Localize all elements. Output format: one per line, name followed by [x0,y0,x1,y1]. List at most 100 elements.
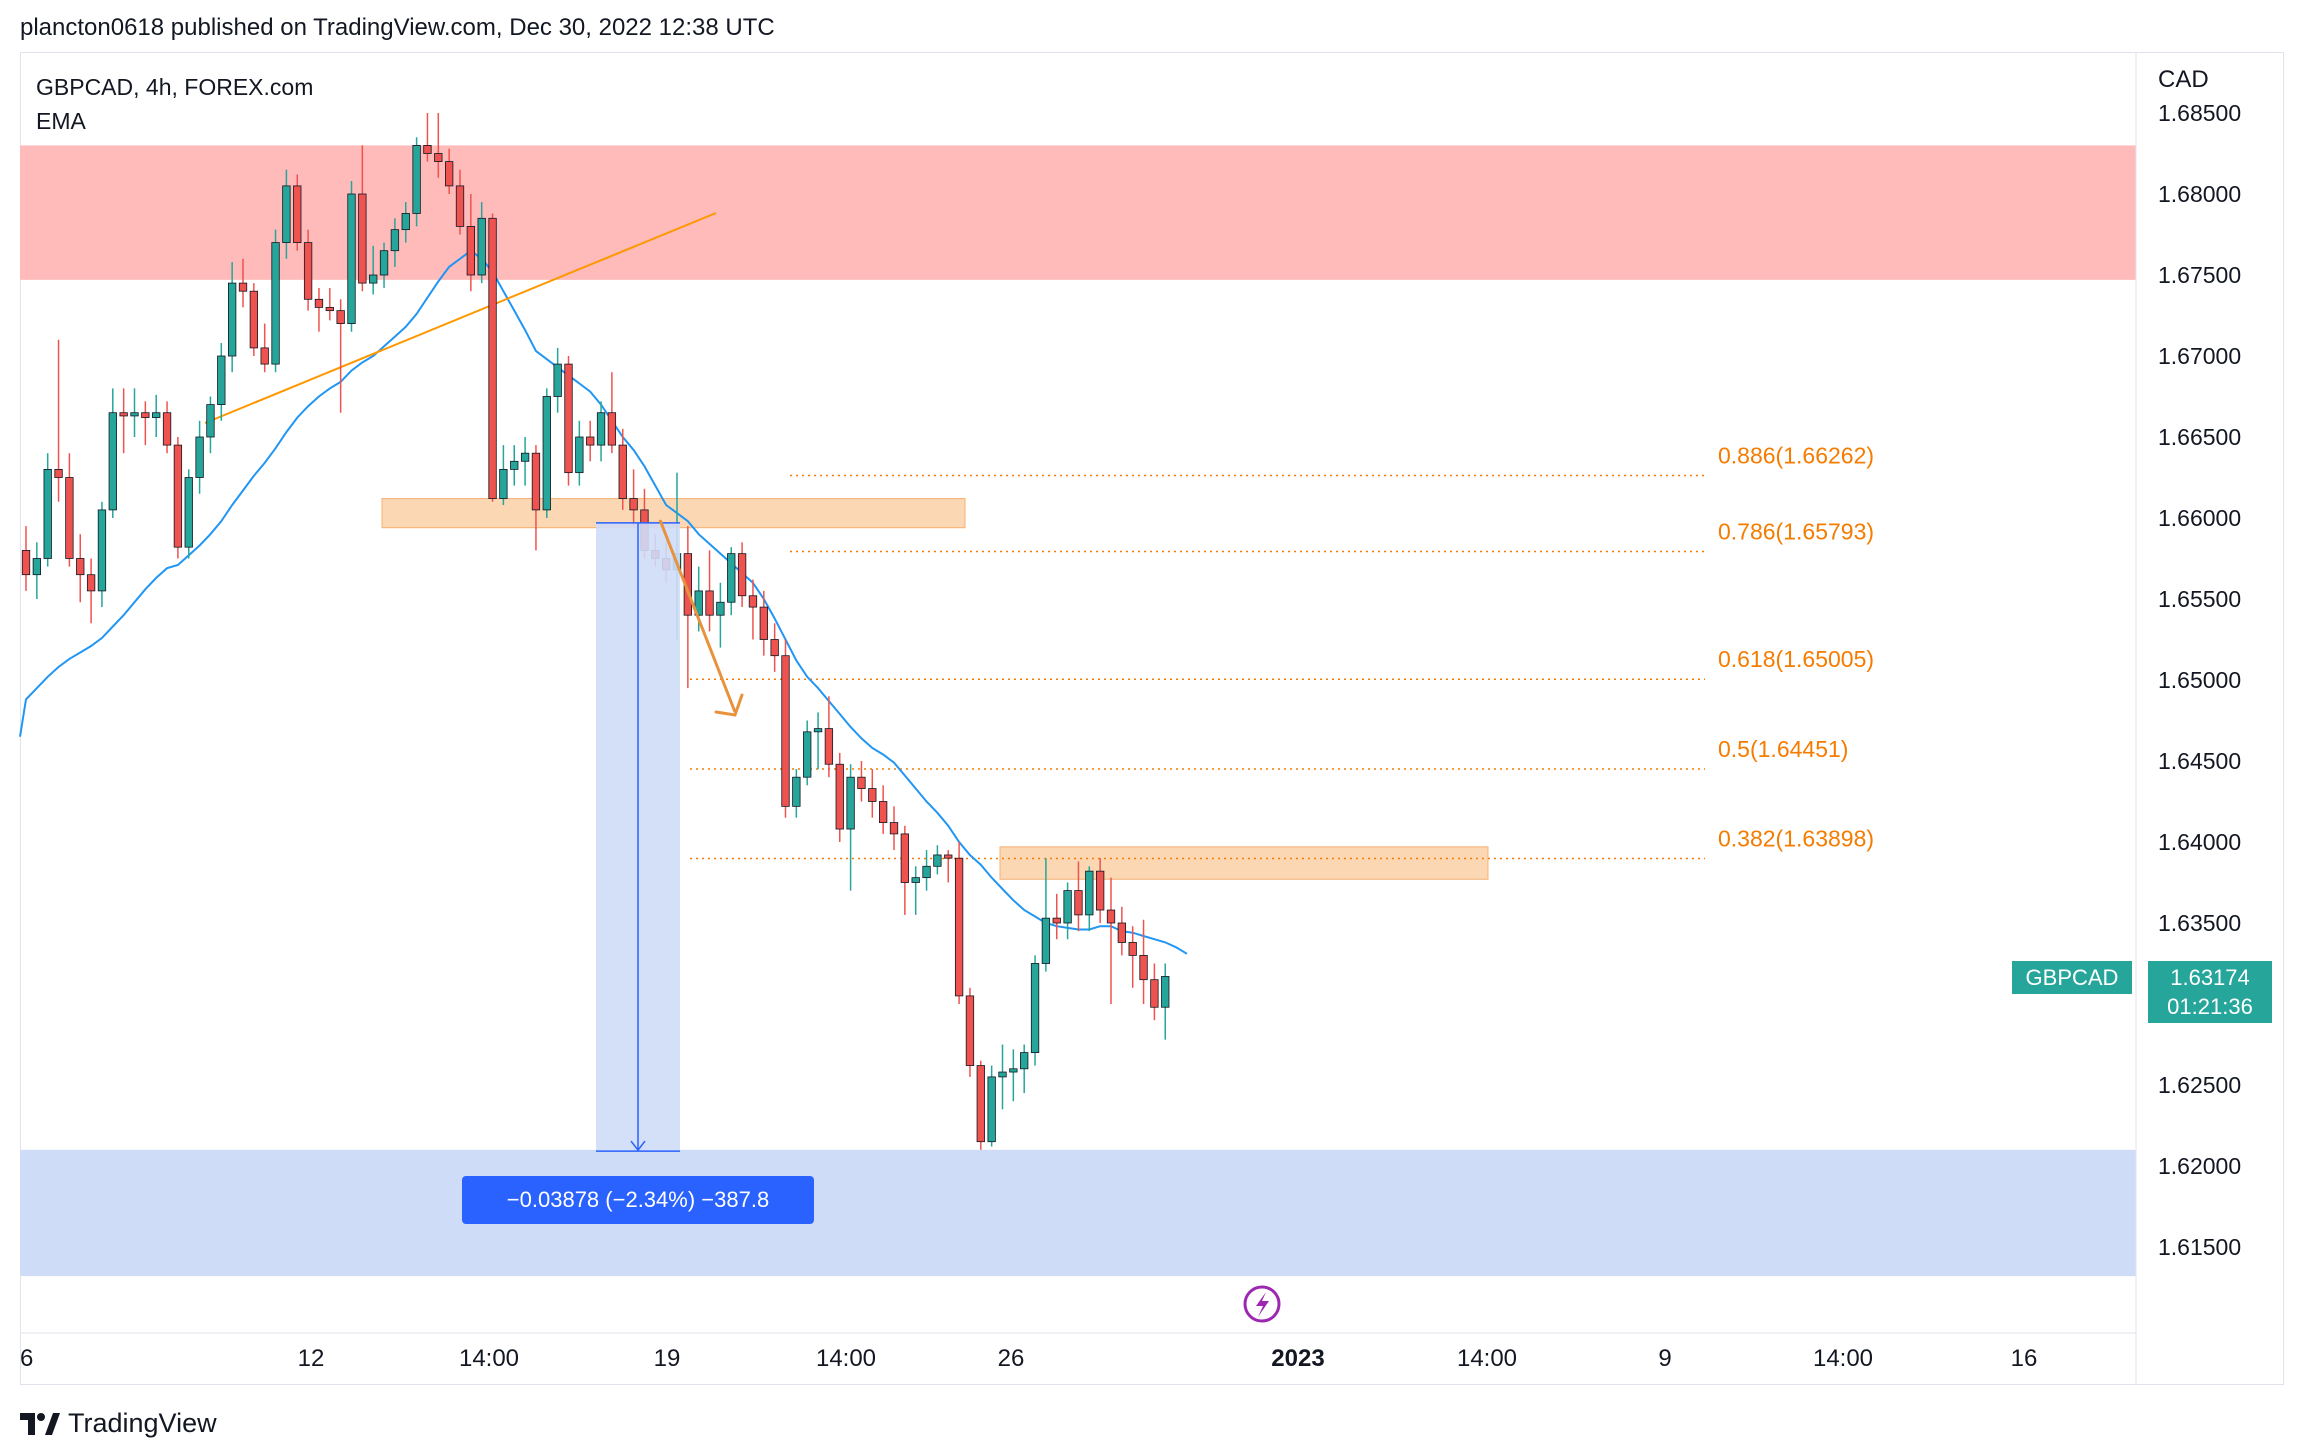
candle[interactable] [477,202,486,284]
candle[interactable] [336,299,345,413]
candle[interactable] [455,169,465,235]
candle[interactable] [141,401,150,446]
resistance-zone[interactable] [20,145,2136,280]
candle[interactable] [1106,877,1116,1004]
candle[interactable] [531,445,541,551]
candle[interactable] [1030,955,1040,1066]
candle[interactable] [922,850,931,891]
candle[interactable] [900,825,909,915]
candle[interactable] [1128,926,1137,988]
candle[interactable] [1063,882,1072,940]
candle[interactable] [737,542,747,608]
candle[interactable] [607,372,617,454]
candle[interactable] [423,113,432,162]
candle[interactable] [933,845,942,875]
candle[interactable] [629,469,638,527]
candle[interactable] [195,420,204,494]
candle[interactable] [1161,963,1170,1040]
support-zone[interactable] [20,1149,2136,1277]
candle[interactable] [510,445,519,486]
candle[interactable] [369,245,378,295]
candle[interactable] [282,169,291,259]
candle[interactable] [1117,906,1126,956]
candle[interactable] [911,866,920,915]
candle[interactable] [998,1044,1007,1110]
candle[interactable] [412,137,421,227]
candle[interactable] [889,806,899,851]
candle[interactable] [86,558,96,624]
candle[interactable] [358,145,367,292]
candle[interactable] [813,712,823,770]
trend-line[interactable] [204,212,717,424]
candle[interactable] [108,388,117,518]
candle[interactable] [227,262,237,373]
candle[interactable] [76,534,85,603]
candle[interactable] [488,213,497,502]
candle[interactable] [271,229,280,373]
candle[interactable] [379,242,389,288]
candle[interactable] [520,437,530,486]
candle[interactable] [1052,893,1061,940]
candle[interactable] [965,987,975,1077]
candle[interactable] [1009,1049,1018,1102]
candle[interactable] [314,287,324,332]
candle[interactable] [260,323,269,373]
candle[interactable] [97,501,107,608]
candle[interactable] [32,542,41,599]
candle[interactable] [401,202,410,243]
candle[interactable] [879,785,888,834]
candle[interactable] [119,388,128,454]
candle[interactable] [184,469,193,559]
candle[interactable] [434,113,443,178]
candle[interactable] [43,453,52,567]
lightning-icon[interactable] [1243,1285,1281,1323]
candle[interactable] [748,579,758,640]
candle[interactable] [553,347,562,413]
candle[interactable] [846,764,855,891]
candle[interactable] [976,1060,985,1150]
candle[interactable] [683,526,692,689]
candle[interactable] [249,283,259,356]
candle[interactable] [21,526,31,591]
candle[interactable] [173,437,183,559]
candle[interactable] [792,769,801,818]
candle[interactable] [1020,1044,1029,1094]
candle[interactable] [162,401,172,454]
candle[interactable] [1085,866,1094,932]
candle[interactable] [1150,963,1159,1021]
candle[interactable] [705,550,714,632]
candle[interactable] [586,420,595,462]
candle[interactable] [944,850,953,883]
candle[interactable] [152,394,161,437]
symbol-legend[interactable]: GBPCAD, 4h, FOREX.com [36,74,314,100]
candle[interactable] [727,547,736,616]
candle[interactable] [542,388,551,518]
candle[interactable] [781,639,790,818]
candle[interactable] [347,181,356,332]
candle[interactable] [835,752,844,842]
candle[interactable] [217,343,226,421]
candle[interactable] [390,218,400,267]
candle[interactable] [303,229,313,311]
candle[interactable] [65,453,74,567]
candle[interactable] [499,445,508,506]
candle[interactable] [868,769,877,818]
candle[interactable] [618,428,627,510]
candle[interactable] [1139,919,1148,1004]
candle[interactable] [54,339,63,502]
footer-logo[interactable]: TradingView [20,1408,217,1439]
candle[interactable] [596,401,606,462]
candle[interactable] [857,761,866,802]
candle[interactable] [759,590,768,656]
candle[interactable] [1096,858,1105,923]
candle[interactable] [770,623,779,672]
candle[interactable] [325,287,334,321]
candle[interactable] [564,356,573,486]
indicator-legend[interactable]: EMA [36,108,86,134]
candle[interactable] [954,842,964,1004]
candle[interactable] [206,396,215,454]
candle[interactable] [130,388,139,437]
candle[interactable] [1041,858,1051,972]
candle[interactable] [1074,861,1083,932]
